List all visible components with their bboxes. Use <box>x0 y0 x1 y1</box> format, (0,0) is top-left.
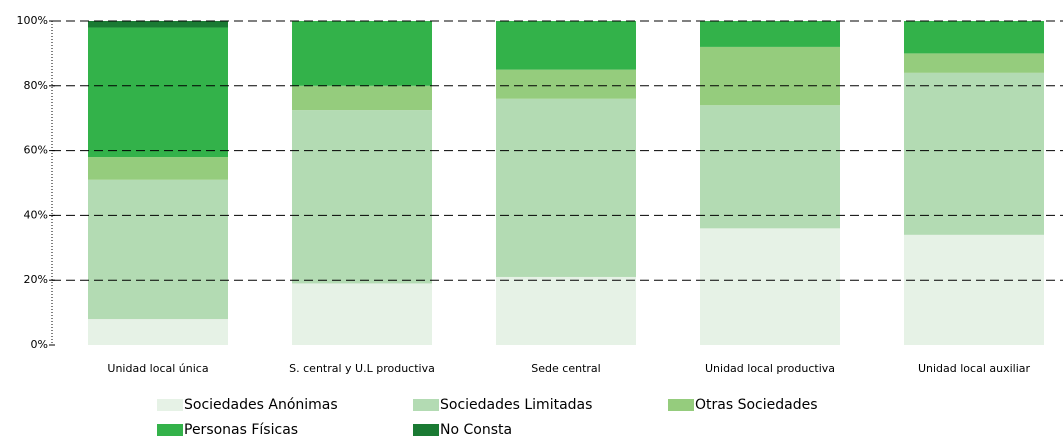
y-tick-label: 0% <box>31 338 48 351</box>
bar-segment <box>700 228 840 345</box>
legend-label: Otras Sociedades <box>695 397 818 413</box>
legend-label: No Consta <box>440 422 512 437</box>
legend-swatch <box>157 424 183 436</box>
bar-segment <box>292 110 432 284</box>
legend-swatch <box>157 399 183 411</box>
bar-segment <box>88 157 228 180</box>
bar-segment <box>88 319 228 345</box>
legend-label: Sociedades Anónimas <box>184 397 338 413</box>
x-tick-label: Unidad local auxiliar <box>918 362 1031 375</box>
bar-segment <box>292 283 432 345</box>
y-tick-label: 40% <box>24 208 48 221</box>
bar-segment <box>904 53 1044 73</box>
x-tick-label: Unidad local productiva <box>705 362 835 375</box>
bar-segment <box>88 27 228 158</box>
x-tick-label: S. central y U.L productiva <box>289 362 435 375</box>
bar-segment <box>496 21 636 70</box>
legend-label: Personas Físicas <box>184 422 298 437</box>
x-tick-label: Sede central <box>531 362 600 375</box>
legend-label: Sociedades Limitadas <box>440 397 592 413</box>
bar-segment <box>496 98 636 277</box>
bar-segment <box>700 46 840 106</box>
bar-segment <box>292 21 432 86</box>
legend-swatch <box>413 424 439 436</box>
y-tick-label: 100% <box>17 14 48 27</box>
bar-segment <box>88 21 228 28</box>
legend-swatch <box>413 399 439 411</box>
x-tick-label: Unidad local única <box>107 362 208 375</box>
y-tick-label: 60% <box>24 144 48 157</box>
bar-segment <box>904 21 1044 54</box>
bar-segment <box>496 276 636 345</box>
bar-segment <box>700 21 840 47</box>
y-tick-label: 80% <box>24 79 48 92</box>
bar-segment <box>700 105 840 229</box>
bar-segment <box>292 85 432 111</box>
legend-swatch <box>668 399 694 411</box>
bar-segment <box>496 69 636 99</box>
bar-segment <box>88 179 228 320</box>
bar-segment <box>904 234 1044 345</box>
y-tick-label: 20% <box>24 273 48 286</box>
bar-segment <box>904 72 1044 235</box>
